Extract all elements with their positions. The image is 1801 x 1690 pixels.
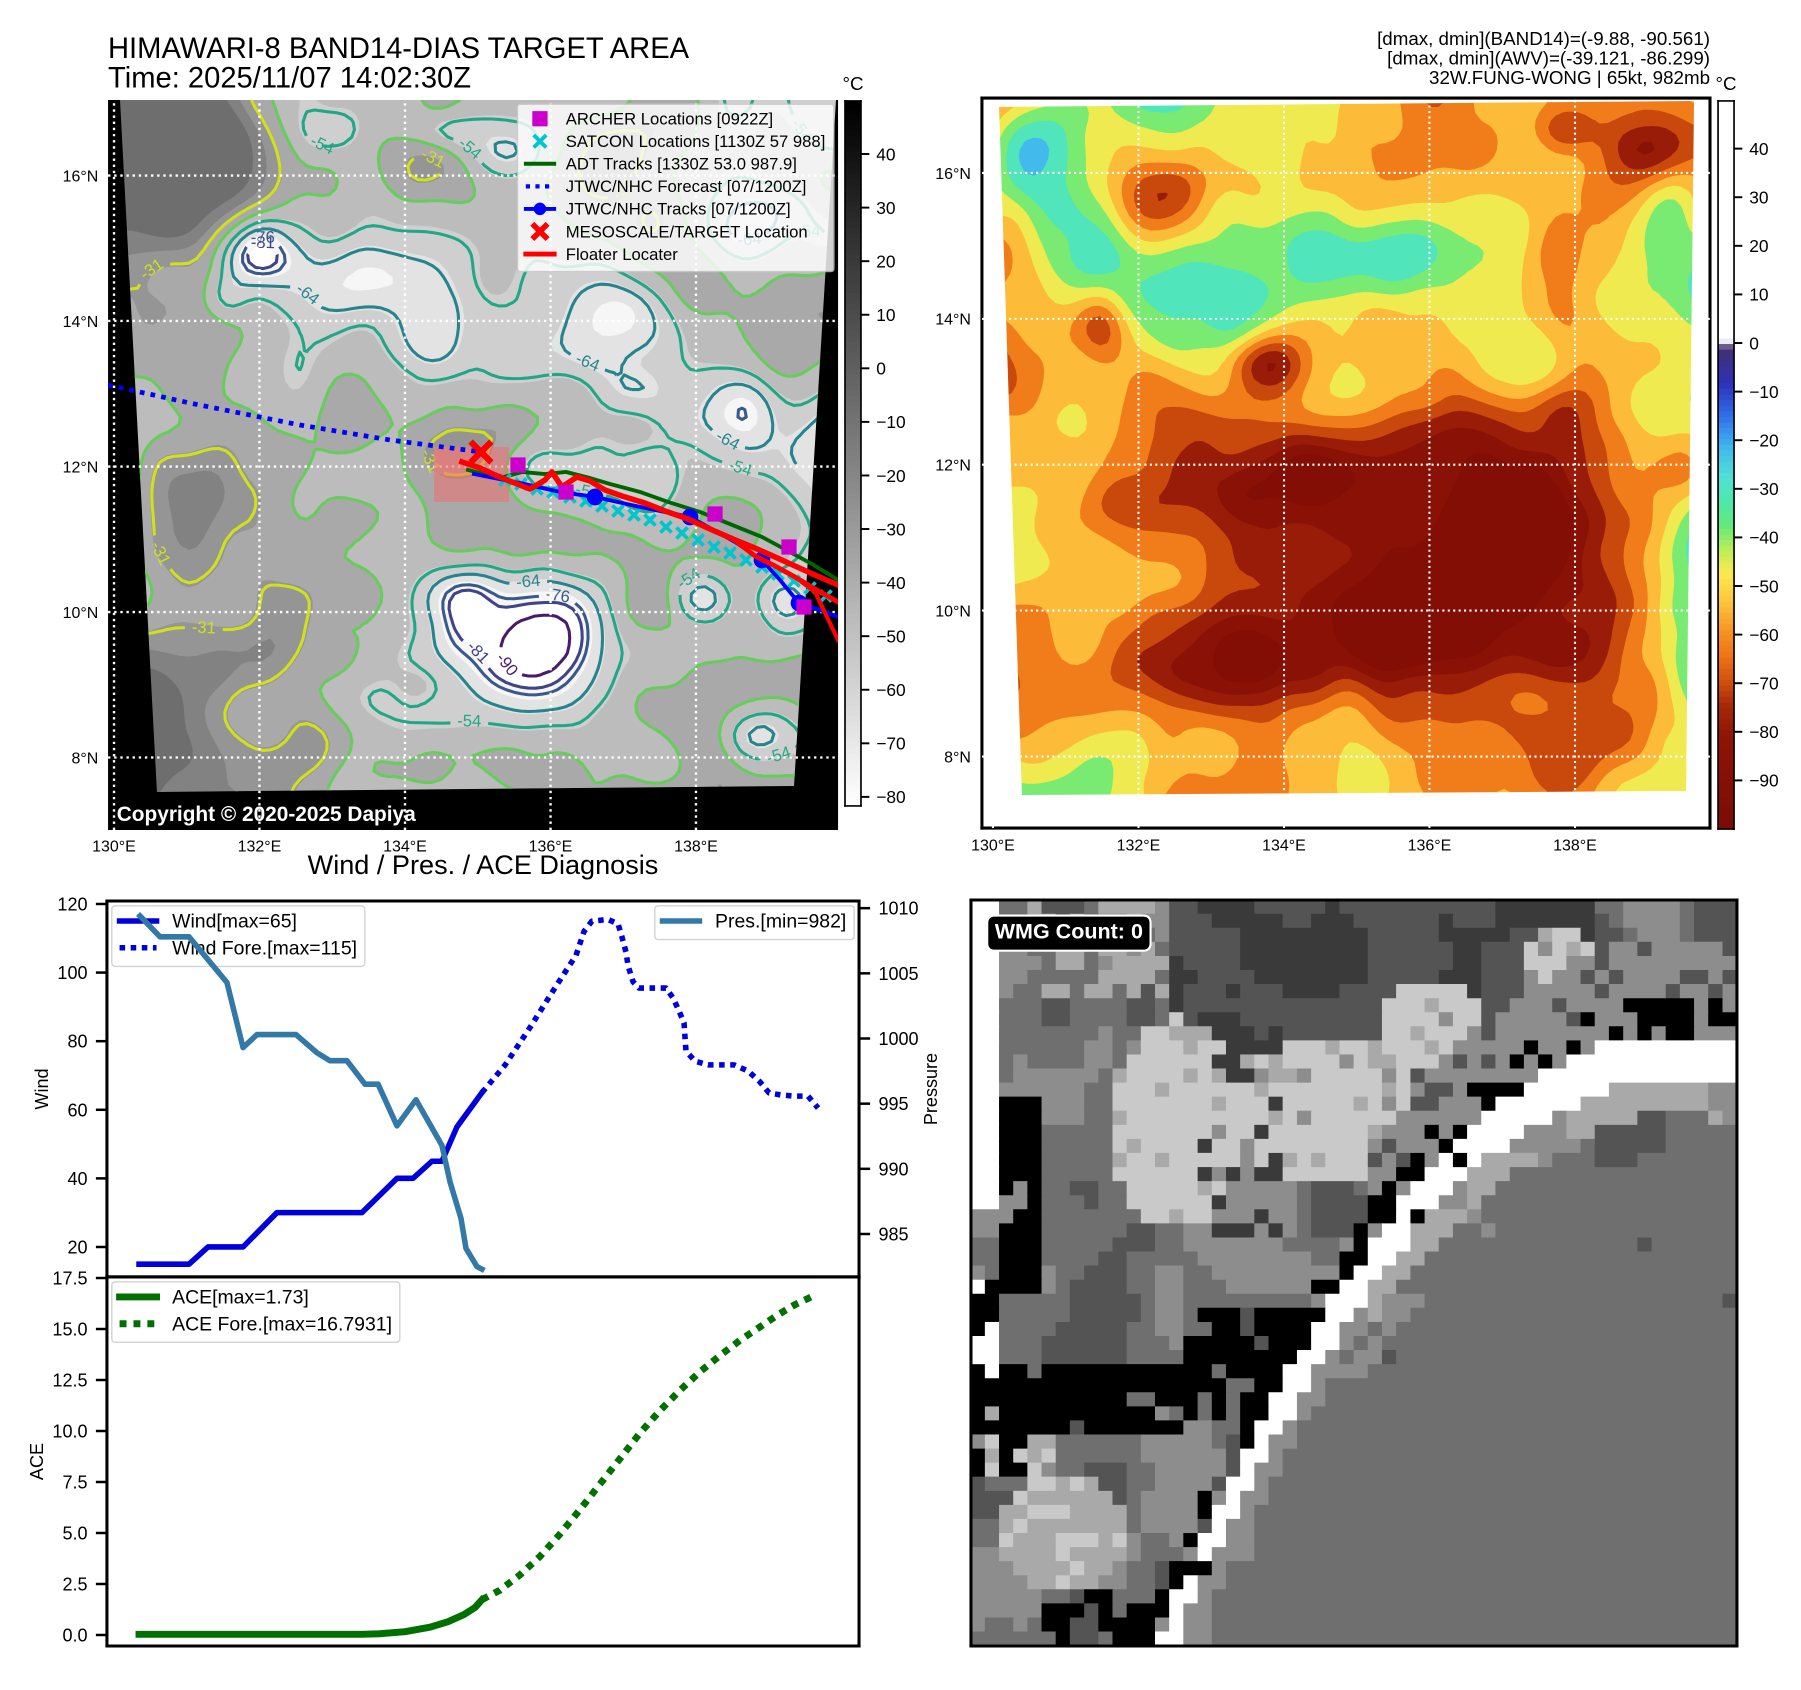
svg-text:136°E: 136°E <box>1408 838 1452 855</box>
svg-text:Wind: Wind <box>32 1068 52 1109</box>
svg-text:−50: −50 <box>1749 576 1778 596</box>
svg-text:1005: 1005 <box>878 964 918 984</box>
svg-text:Floater Locater: Floater Locater <box>566 245 678 264</box>
svg-text:-81: -81 <box>251 233 276 253</box>
svg-text:1000: 1000 <box>878 1029 918 1049</box>
svg-text:−80: −80 <box>876 787 905 807</box>
svg-text:JTWC/NHC Forecast [07/1200Z]: JTWC/NHC Forecast [07/1200Z] <box>566 177 807 196</box>
svg-text:−60: −60 <box>876 680 905 700</box>
svg-text:2.5: 2.5 <box>62 1575 87 1595</box>
svg-text:-76: -76 <box>251 228 275 247</box>
svg-text:132°E: 132°E <box>238 838 282 855</box>
svg-text:−70: −70 <box>876 734 905 754</box>
svg-text:5.0: 5.0 <box>62 1524 87 1544</box>
svg-text:−20: −20 <box>1749 431 1778 451</box>
svg-text:120: 120 <box>57 895 87 915</box>
svg-text:−70: −70 <box>1749 673 1778 693</box>
svg-text:136°E: 136°E <box>529 838 573 855</box>
svg-text:HIMAWARI-8 BAND14-DIAS TARGET: HIMAWARI-8 BAND14-DIAS TARGET AREA <box>108 33 690 65</box>
svg-text:12°N: 12°N <box>63 459 99 476</box>
svg-text:130°E: 130°E <box>971 838 1015 855</box>
svg-text:−20: −20 <box>876 466 905 486</box>
svg-text:138°E: 138°E <box>1553 838 1597 855</box>
svg-text:134°E: 134°E <box>383 838 427 855</box>
svg-text:20: 20 <box>876 251 895 271</box>
svg-text:ARCHER Locations [0922Z]: ARCHER Locations [0922Z] <box>566 110 773 129</box>
svg-text:10: 10 <box>1749 285 1768 305</box>
svg-text:60: 60 <box>67 1100 87 1120</box>
svg-text:−40: −40 <box>1749 528 1778 548</box>
svg-text:0: 0 <box>876 359 886 379</box>
svg-text:−30: −30 <box>876 519 905 539</box>
svg-text:138°E: 138°E <box>674 838 718 855</box>
svg-text:10.0: 10.0 <box>52 1422 87 1442</box>
svg-text:32W.FUNG-WONG | 65kt, 982mb: 32W.FUNG-WONG | 65kt, 982mb <box>1429 67 1710 88</box>
svg-text:−10: −10 <box>876 412 905 432</box>
svg-text:Copyright © 2020-2025 Dapiya: Copyright © 2020-2025 Dapiya <box>117 803 416 826</box>
svg-text:132°E: 132°E <box>1117 838 1161 855</box>
svg-text:Wind Fore.[max=115]: Wind Fore.[max=115] <box>172 938 357 960</box>
svg-text:Wind[max=65]: Wind[max=65] <box>172 911 297 933</box>
svg-text:−80: −80 <box>1749 722 1778 742</box>
svg-text:−50: −50 <box>876 626 905 646</box>
svg-text:30: 30 <box>876 198 895 218</box>
svg-text:Pressure: Pressure <box>921 1053 941 1125</box>
svg-text:ACE Fore.[max=16.7931]: ACE Fore.[max=16.7931] <box>172 1314 392 1336</box>
svg-text:134°E: 134°E <box>1262 838 1306 855</box>
svg-text:20: 20 <box>67 1238 87 1258</box>
svg-text:Pres.[min=982]: Pres.[min=982] <box>715 911 846 933</box>
svg-text:−90: −90 <box>1749 771 1778 791</box>
svg-text:12.5: 12.5 <box>52 1371 87 1391</box>
svg-text:1010: 1010 <box>878 899 918 919</box>
svg-text:40: 40 <box>1749 139 1768 159</box>
svg-text:ACE: ACE <box>27 1443 47 1480</box>
svg-text:WMG Count: 0: WMG Count: 0 <box>995 920 1143 944</box>
svg-text:-31: -31 <box>191 617 216 637</box>
svg-text:0: 0 <box>1749 333 1759 353</box>
svg-text:0.0: 0.0 <box>62 1626 87 1646</box>
svg-text:15.0: 15.0 <box>52 1320 87 1340</box>
svg-text:14°N: 14°N <box>63 314 99 331</box>
svg-text:985: 985 <box>878 1225 908 1245</box>
svg-text:−30: −30 <box>1749 479 1778 499</box>
svg-text:17.5: 17.5 <box>52 1269 87 1289</box>
svg-text:-76: -76 <box>545 584 572 606</box>
svg-text:7.5: 7.5 <box>62 1473 87 1493</box>
svg-text:16°N: 16°N <box>935 166 971 183</box>
svg-text:Time: 2025/11/07 14:02:30Z: Time: 2025/11/07 14:02:30Z <box>108 62 471 94</box>
svg-text:-54: -54 <box>457 711 481 730</box>
svg-text:130°E: 130°E <box>92 838 136 855</box>
svg-text:990: 990 <box>878 1159 908 1179</box>
svg-text:8°N: 8°N <box>944 749 971 766</box>
svg-text:14°N: 14°N <box>935 312 971 329</box>
svg-text:80: 80 <box>67 1032 87 1052</box>
svg-text:°C: °C <box>1715 73 1736 94</box>
svg-text:20: 20 <box>1749 236 1768 256</box>
svg-text:ACE[max=1.73]: ACE[max=1.73] <box>172 1287 309 1309</box>
svg-text:12°N: 12°N <box>935 458 971 475</box>
svg-text:−60: −60 <box>1749 625 1778 645</box>
svg-text:995: 995 <box>878 1094 908 1114</box>
svg-text:16°N: 16°N <box>63 168 99 185</box>
svg-text:10: 10 <box>876 305 895 325</box>
svg-text:Wind / Pres. / ACE Diagnosis: Wind / Pres. / ACE Diagnosis <box>308 849 659 880</box>
svg-text:100: 100 <box>57 963 87 983</box>
svg-text:°C: °C <box>842 73 863 94</box>
svg-text:10°N: 10°N <box>63 605 99 622</box>
svg-text:SATCON Locations [1130Z 57 988: SATCON Locations [1130Z 57 988] <box>566 132 826 151</box>
svg-text:40: 40 <box>67 1169 87 1189</box>
svg-text:10°N: 10°N <box>935 603 971 620</box>
svg-text:−10: −10 <box>1749 382 1778 402</box>
svg-text:[dmax, dmin](BAND14)=(-9.88, -: [dmax, dmin](BAND14)=(-9.88, -90.561) <box>1377 28 1710 49</box>
svg-text:JTWC/NHC Tracks [07/1200Z]: JTWC/NHC Tracks [07/1200Z] <box>566 200 791 219</box>
svg-text:40: 40 <box>876 144 895 164</box>
svg-text:-64: -64 <box>515 571 541 592</box>
svg-text:8°N: 8°N <box>71 750 98 767</box>
svg-text:ADT Tracks [1330Z 53.0 987.9]: ADT Tracks [1330Z 53.0 987.9] <box>566 155 797 174</box>
svg-text:30: 30 <box>1749 188 1768 208</box>
svg-text:[dmax, dmin](AWV)=(-39.121, -8: [dmax, dmin](AWV)=(-39.121, -86.299) <box>1387 47 1710 68</box>
svg-text:MESOSCALE/TARGET Location: MESOSCALE/TARGET Location <box>566 222 808 241</box>
svg-text:−40: −40 <box>876 573 905 593</box>
